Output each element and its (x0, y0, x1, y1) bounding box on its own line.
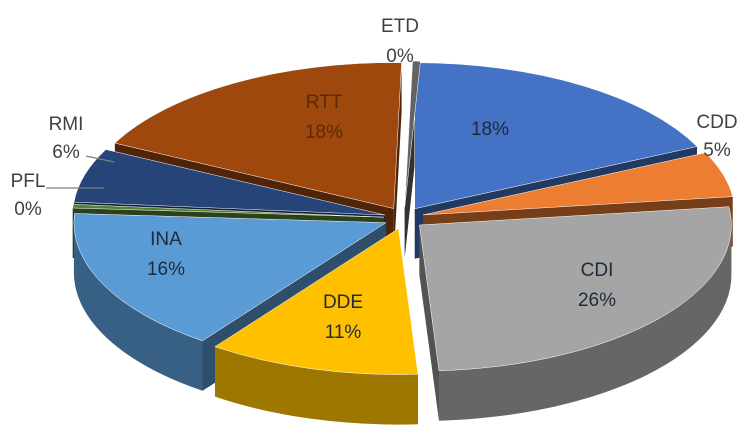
slice-category-label: CDD (696, 112, 737, 133)
slice-category-label: PFL (11, 171, 46, 192)
slice-outer-wall (73, 222, 203, 391)
slice-wall (393, 62, 402, 259)
slice-category-label: RTT (306, 92, 343, 113)
slice-outer-wall (215, 346, 419, 425)
slice-top-rmi (73, 149, 385, 216)
slice-outer-wall (439, 225, 732, 421)
slice-top-unlabeled (414, 62, 698, 210)
slice-top-cdd (423, 152, 734, 216)
slice-wall (419, 225, 440, 421)
slice-percent-label: 11% (325, 322, 362, 343)
slice-top-ina (73, 213, 387, 342)
slice-top-dde (214, 228, 419, 375)
slice-category-label: ETD (381, 16, 419, 37)
slice-category-label: CDI (581, 260, 614, 281)
slice-percent-label: 18% (471, 119, 509, 140)
leader-lines (46, 155, 115, 189)
slice-labels: 18% CDD 5% CDI 26% DDE 11% INA 16% PFL 0… (11, 16, 738, 343)
slice-percent-label: 18% (305, 122, 343, 143)
slice-percent-label: 26% (578, 290, 616, 311)
slice-category-label: DDE (323, 292, 363, 313)
slice-top-pfl (72, 204, 385, 218)
slice-top-cdi (419, 206, 732, 371)
slice-percent-label: 16% (147, 259, 185, 280)
slice-category-label: INA (150, 229, 182, 250)
slice-category-label: RMI (49, 114, 84, 135)
slice-percent-label: 0% (14, 199, 42, 220)
pie-tops (72, 60, 734, 375)
rmi-leader-line (85, 155, 115, 163)
slice-percent-label: 5% (703, 140, 731, 161)
slice-top-etd (404, 60, 421, 208)
slice-top-rtt (114, 62, 402, 209)
slice-percent-label: 0% (386, 46, 414, 67)
slice-percent-label: 6% (52, 142, 80, 163)
